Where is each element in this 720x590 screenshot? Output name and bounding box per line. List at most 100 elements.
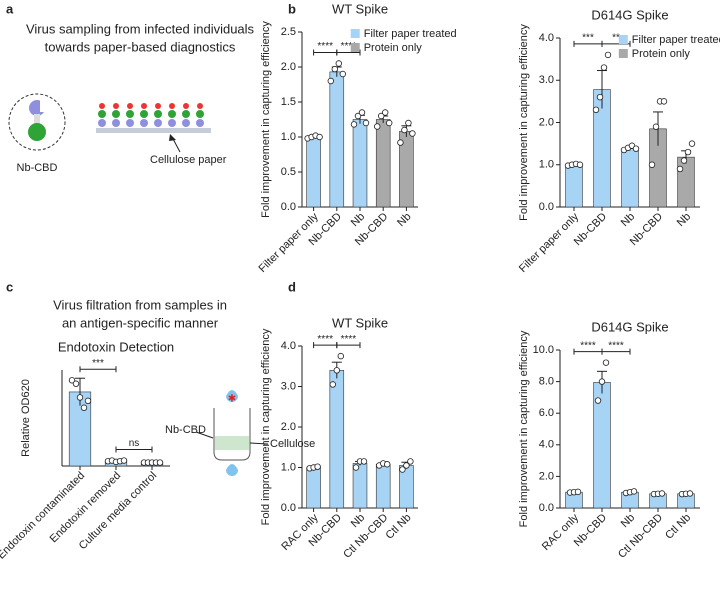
data-point [316,133,323,141]
nb-cbd-icon [8,93,66,151]
y-tick-label: 2.0 [539,470,554,482]
x-tick-label: Nb [349,512,367,530]
data-point [660,98,668,105]
y-axis-label: Fold improvement in capturing efficiency [518,24,530,221]
significance-label: **** [317,334,333,345]
data-point [378,112,385,120]
data-point [80,404,88,411]
data-point [596,93,604,101]
legend-label: Protein only [364,42,423,54]
y-tick-label: 2.0 [281,61,296,73]
data-point [602,359,610,366]
x-tick-label: Nb [395,211,413,229]
virus [141,103,147,109]
data-point [358,109,366,116]
data-point [352,464,360,471]
data-point [604,51,612,59]
virus [127,103,133,109]
bar [375,119,391,208]
y-tick-label: 2.0 [281,421,296,433]
label: Cellulose [270,438,315,450]
data-point [374,123,381,130]
x-tick-label: RAC only [540,511,582,553]
data-point [684,148,692,156]
x-tick-label: Nb [675,211,693,229]
y-tick-label: 6.0 [539,407,554,419]
svg-text:✱: ✱ [228,394,236,405]
data-point [630,488,638,495]
bar [565,164,583,208]
data-point [335,60,342,67]
bar [329,71,345,208]
nb [98,110,106,118]
x-tick-label: Nb [619,512,637,530]
y-tick-label: 4.0 [539,439,554,451]
data-point [676,165,684,173]
data-point [156,459,164,466]
nb [182,110,190,118]
label: Nb-CBD [17,162,58,174]
y-tick-label: 1.0 [281,131,296,143]
data-point [598,378,606,385]
cbd [140,119,148,127]
bar [375,463,391,509]
legend-swatch [618,35,628,44]
data-point [333,367,340,374]
data-point [574,488,582,496]
chart-title: D614G Spike [591,7,668,22]
y-tick-label: 3.0 [281,380,296,392]
y-axis-label: Fold improvement in capturing efficiency [518,330,530,527]
virus [113,103,119,109]
data-point [576,161,584,168]
data-point [329,381,336,388]
y-tick-label: 1.5 [281,96,296,108]
x-tick-label: Ctl Nb [663,512,693,542]
label: Nb-CBD [165,424,206,436]
data-point [680,157,688,164]
data-point [68,377,76,384]
y-tick-label: 8.0 [539,376,554,388]
y-tick-label: 3.0 [539,74,554,86]
y-tick-label: 4.0 [539,32,554,44]
panel-title: Virus sampling from infected individuals [26,21,255,36]
bar [306,136,321,208]
nb [196,110,204,118]
data-point [658,490,666,497]
y-tick-label: 0.0 [539,502,554,514]
cbd [126,119,134,127]
panel-title: Virus filtration from samples in [53,297,227,312]
data-point [686,490,694,497]
label: Cellulose paper [150,154,227,166]
y-axis-label: Fold improvement in capturing efficiency [260,21,272,218]
nb [112,110,120,118]
legend-label: Filter paper treated [364,28,457,40]
significance-label: **** [341,41,357,52]
data-point [354,112,362,120]
significance-label: **** [580,340,596,351]
chart-title: Endotoxin Detection [58,339,174,354]
virus [99,103,105,109]
bar [329,369,345,509]
data-point [337,352,344,360]
legend-swatch [350,29,360,38]
significance-label: **** [317,41,333,52]
data-point [327,77,334,85]
legend-swatch [350,43,360,52]
y-tick-label: 0.0 [281,201,296,213]
data-point [600,64,608,71]
panel-title: an antigen-specific manner [62,315,219,330]
paper-diagram [96,103,211,153]
significance-label: **** [341,334,357,345]
data-point [386,119,393,127]
data-point [76,394,84,401]
y-tick-label: 0.0 [539,201,554,213]
significance-label: *** [582,33,594,44]
y-tick-label: 1.0 [281,461,296,473]
significance-label: ns [129,438,140,449]
cbd [168,119,176,127]
data-point [360,458,368,465]
significance-label: ** [612,33,620,44]
data-point [72,380,80,387]
data-point [382,109,389,116]
